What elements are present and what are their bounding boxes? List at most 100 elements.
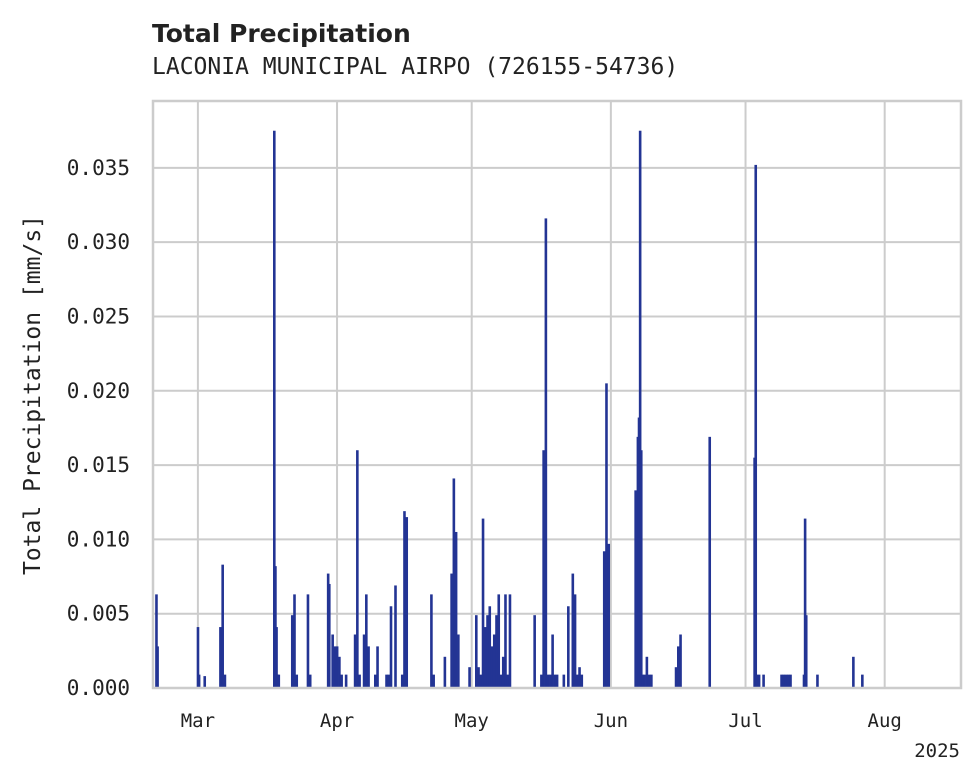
precip-bar (504, 594, 507, 688)
precip-bar (374, 674, 377, 688)
y-tick-label: 0.000 (67, 676, 130, 700)
precip-bar (273, 130, 276, 689)
precip-bar (533, 615, 536, 688)
precip-bar (306, 594, 310, 688)
precip-bar (780, 674, 783, 688)
precip-bar (290, 615, 294, 688)
y-tick-label: 0.015 (67, 453, 130, 477)
precip-bar (650, 674, 653, 688)
precip-bar (553, 674, 557, 688)
x-tick-label: Jul (728, 710, 762, 732)
x-tick-label: Aug (868, 710, 902, 732)
precip-bar (197, 674, 201, 688)
precip-bar (432, 674, 435, 688)
precip-bar (219, 627, 222, 688)
precip-bar (479, 674, 483, 688)
precip-bar (639, 450, 643, 688)
precip-bar (677, 646, 680, 688)
precip-bar (641, 674, 644, 688)
x-tick-label: Mar (181, 710, 215, 732)
y-tick-label: 0.025 (67, 304, 130, 328)
precip-bar (196, 627, 200, 688)
precip-bar (643, 674, 646, 688)
precip-bar (338, 656, 341, 688)
precip-bar (495, 615, 498, 688)
precip-bar (353, 634, 357, 688)
precip-bar (385, 674, 388, 688)
precip-bar (490, 646, 494, 688)
precip-bar (333, 646, 337, 688)
precip-bar (155, 594, 158, 688)
precip-bar (335, 646, 339, 688)
precip-bar (492, 634, 496, 688)
precip-bar (647, 674, 651, 688)
plot-frame (151, 99, 963, 690)
precip-bar (645, 656, 649, 688)
precip-bar (430, 594, 433, 688)
precip-bar (580, 674, 584, 688)
precip-bar (754, 164, 758, 689)
precip-bar (156, 646, 159, 688)
precip-bar (468, 667, 471, 688)
precip-bar (571, 573, 575, 688)
precip-bar (223, 674, 227, 688)
precip-bar (555, 674, 559, 688)
precip-bar (544, 218, 548, 688)
chart-title: Total Precipitation (152, 19, 411, 48)
precip-bar (344, 674, 348, 688)
precip-bar (452, 478, 456, 688)
precip-bar (367, 646, 370, 688)
precip-bar (443, 656, 447, 688)
precip-bar (786, 674, 790, 688)
precip-bar (573, 594, 577, 688)
precip-bar (488, 606, 492, 688)
precip-bar (576, 674, 579, 688)
y-tick-labels: 0.000 0.005 0.010 0.015 0.020 0.025 0.030 0.035 (67, 156, 130, 700)
precip-bar (327, 583, 331, 688)
precip-bar (475, 615, 478, 688)
precip-bar (508, 594, 512, 688)
precip-bar (293, 594, 296, 688)
precip-bar (679, 634, 682, 688)
precip-bar (331, 634, 334, 688)
precip-bar (450, 573, 453, 688)
chart-subtitle: LACONIA MUNICIPAL AIRPO (726155-54736) (152, 54, 678, 80)
x-tick-label: Apr (320, 710, 354, 732)
precip-bar (542, 450, 545, 688)
precip-bar (400, 674, 404, 688)
precip-bar (394, 585, 397, 688)
precip-bar (638, 130, 642, 689)
precip-bar (540, 674, 543, 688)
precip-bar (454, 531, 458, 688)
precip-bar (634, 490, 637, 688)
precip-bar (551, 634, 554, 688)
precip-bar (755, 674, 759, 688)
precip-bar (674, 667, 678, 688)
precip-bar (501, 656, 505, 688)
precip-bar (578, 667, 581, 688)
precip-bar (852, 656, 855, 688)
precip-bar (203, 676, 207, 688)
precip-bar (499, 674, 503, 688)
precip-bar (481, 518, 485, 688)
precip-bar (757, 674, 761, 688)
precip-bar (567, 606, 570, 688)
precip-bar (607, 543, 611, 688)
x-tick-label: May (455, 710, 489, 732)
precip-bar (362, 634, 366, 688)
precip-bar (387, 674, 391, 688)
x-tick-labels: Mar Apr May Jun Jul Aug (181, 710, 902, 732)
precip-bar (804, 615, 808, 688)
y-tick-label: 0.020 (67, 379, 130, 403)
precip-bar (295, 674, 299, 688)
precip-bar (340, 674, 343, 688)
precip-bar (275, 627, 278, 688)
precip-bar (277, 674, 281, 688)
y-tick-label: 0.035 (67, 156, 130, 180)
precip-bar (477, 667, 480, 688)
precip-bar (389, 606, 393, 688)
precip-bar (549, 674, 552, 688)
precip-bar (602, 551, 606, 688)
precip-bar (708, 436, 712, 688)
precip-bar (356, 450, 359, 688)
